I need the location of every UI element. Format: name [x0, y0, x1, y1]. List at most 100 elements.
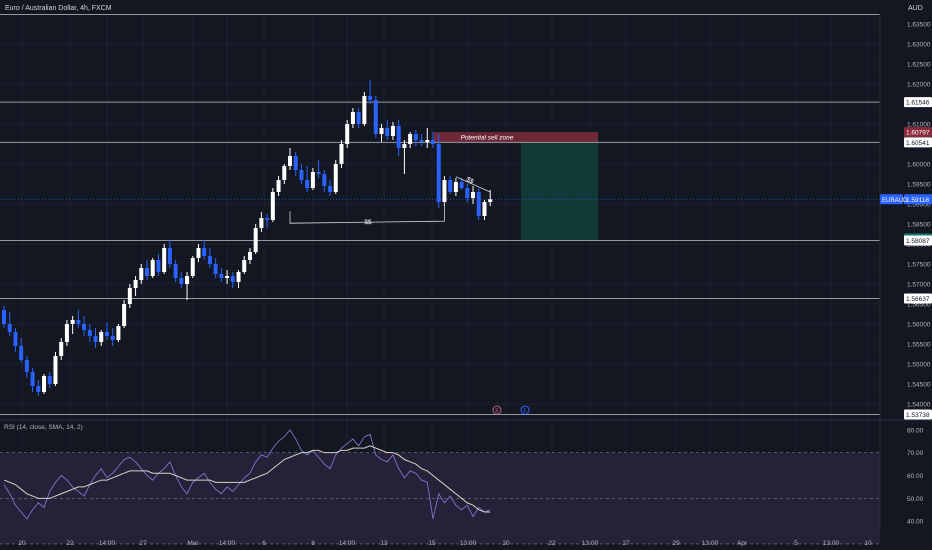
liquidity-line-1 [289, 202, 445, 224]
candle-body [385, 128, 390, 136]
event-flag-icon [492, 405, 502, 415]
candle-body [396, 126, 401, 148]
price-tick-label: 1.62000 [907, 82, 931, 89]
rsi-tick-label: 40.00 [907, 519, 924, 526]
candle-body [42, 376, 47, 392]
price-tick-label: 1.54500 [907, 382, 931, 389]
candle-body [465, 188, 470, 198]
time-tick-label: Mar [187, 540, 199, 547]
time-tick-label: 20 [18, 540, 26, 547]
price-tick-label: 1.61000 [907, 122, 931, 129]
candle-body [373, 100, 378, 134]
candle-body [64, 324, 69, 342]
price-tick-label: 1.63000 [907, 42, 931, 49]
candle-body [259, 218, 264, 228]
candle-body [19, 346, 24, 360]
candle-body [207, 256, 212, 264]
candle-body [362, 96, 367, 124]
price-tag-box [904, 194, 932, 205]
candle-body [225, 276, 230, 278]
price-tag-label: 1.58087 [906, 238, 930, 245]
candle-body [179, 278, 184, 284]
time-tick-label: 5 [794, 540, 798, 547]
price-tag-label: 1.53738 [906, 412, 930, 419]
candle-body [236, 272, 241, 282]
time-tick-label: 13 [380, 540, 388, 547]
candle-body [167, 248, 172, 264]
annotations: $$ $$ E E [289, 176, 530, 415]
target-zone-box [521, 142, 598, 241]
price-tick-label: 1.56000 [907, 322, 931, 329]
price-tick-label: 1.59500 [907, 182, 931, 189]
candle-body [408, 134, 413, 144]
price-tag-label: 1.56637 [906, 296, 930, 303]
symbol-title[interactable]: Euro / Australian Dollar, 4h, FXCM [5, 5, 112, 12]
candle-body [82, 324, 87, 330]
candle-body [196, 248, 201, 258]
price-tick-label: 1.56500 [907, 302, 931, 309]
candle-body [116, 326, 121, 340]
candle-body [47, 376, 52, 384]
candle-body [253, 228, 258, 252]
price-tag-box [904, 127, 932, 138]
time-tick-label: 22 [66, 540, 74, 547]
candle-body [122, 304, 127, 326]
candle-body [419, 140, 424, 142]
candle-body [316, 172, 321, 174]
candle-body [99, 332, 104, 342]
price-tag-label: 1.61546 [906, 100, 930, 107]
candle-body [293, 156, 298, 170]
candle-body [24, 360, 29, 372]
candle-body [368, 96, 373, 100]
sell-zone-box [434, 132, 598, 143]
currency-label[interactable]: AUD [908, 5, 923, 12]
event-flag-icon [520, 405, 530, 415]
candle-body [87, 330, 92, 336]
candle-body [150, 260, 155, 276]
rsi-panel: 80.00 70.00 60.00 50.00 40.00 [0, 427, 924, 545]
candle-body [436, 144, 441, 202]
liquidity-label-2: $$ [465, 176, 475, 186]
price-tick-label: 1.59000 [907, 202, 931, 209]
candle-body [242, 260, 247, 272]
time-tick-label: 13:00 [702, 540, 719, 547]
rsi-title[interactable]: RSI (14, close, SMA, 14, 2) [4, 424, 83, 431]
rsi-line [3, 429, 491, 520]
candle-body [453, 182, 458, 192]
candle-body [7, 324, 12, 332]
price-tick-label: 1.57500 [907, 262, 931, 269]
price-tick-label: 1.55000 [907, 362, 931, 369]
price-tag-box [904, 235, 932, 246]
rsi-tick-label: 70.00 [907, 450, 924, 457]
candle-body [299, 170, 304, 180]
candle-body [488, 199, 493, 202]
candle-body [425, 140, 430, 142]
candle-body [104, 332, 109, 336]
candle-body [213, 264, 218, 274]
time-tick-label: 14:00 [339, 540, 356, 547]
candle-body [305, 180, 310, 188]
price-tags: 1.615461.607971.605411.591181.581381.580… [880, 97, 932, 420]
event-flag-label: E [523, 408, 527, 414]
price-tag-label: 1.60541 [906, 140, 930, 147]
time-tick-label: 29 [672, 540, 680, 547]
time-tick-label: Apr [737, 540, 748, 547]
candle-body [328, 186, 333, 192]
candle-body [70, 320, 75, 324]
price-tick-label: 1.57000 [907, 282, 931, 289]
price-tag-box [904, 293, 932, 304]
grid [0, 14, 880, 528]
candle-body [482, 202, 487, 216]
event-flag-label: E [495, 408, 499, 414]
candle-body [471, 192, 476, 198]
candle-body [431, 140, 435, 144]
candle-body [270, 192, 275, 220]
candle-body [476, 192, 481, 216]
time-tick-label: 14:00 [219, 540, 236, 547]
candle-body [276, 180, 281, 192]
candle-body [30, 372, 35, 386]
candle-body [459, 182, 464, 188]
candle-body [310, 172, 315, 188]
